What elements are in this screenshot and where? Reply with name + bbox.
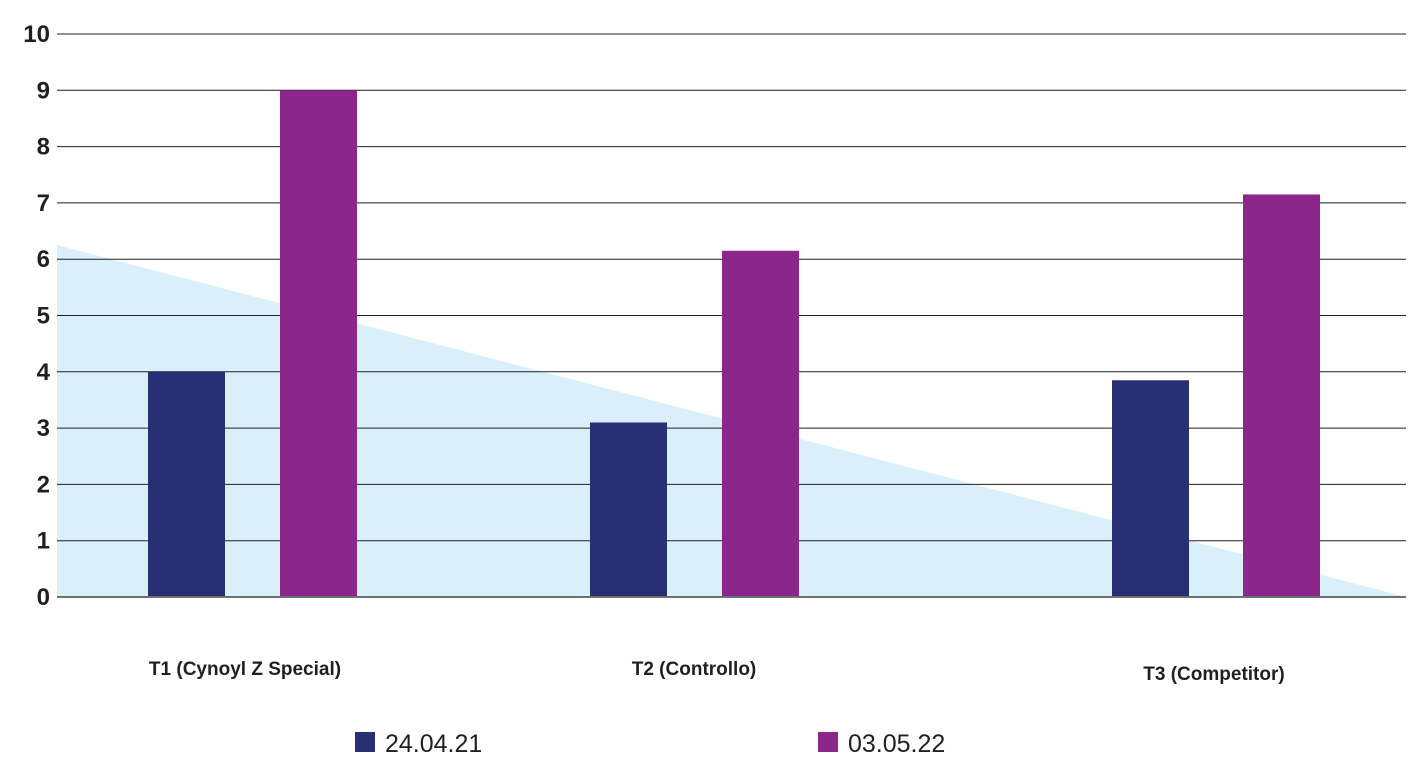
- bar-series2-cat1: [280, 90, 357, 597]
- y-tick-label: 9: [37, 77, 50, 104]
- legend: 24.04.21 03.05.22: [355, 730, 945, 758]
- category-label: T3 (Competitor): [1143, 664, 1284, 685]
- legend-label: 03.05.22: [848, 730, 945, 758]
- category-labels: T1 (Cynoyl Z Special) T2 (Controllo) T3 (C…: [149, 659, 1285, 685]
- y-tick-label: 3: [37, 415, 50, 442]
- category-label: T1 (Cynoyl Z Special): [149, 659, 341, 680]
- y-tick-label: 4: [37, 359, 51, 386]
- y-axis-tick-labels: 0 1 2 3 4 5 6 7 8 9 10: [23, 21, 50, 611]
- bars: [148, 90, 1320, 597]
- y-tick-label: 8: [37, 134, 50, 161]
- y-tick-label: 7: [37, 190, 50, 217]
- bar-series2-cat3: [1243, 194, 1320, 596]
- bar-series1-cat3: [1112, 380, 1189, 596]
- legend-label: 24.04.21: [385, 730, 482, 758]
- legend-swatch: [818, 732, 838, 752]
- y-tick-label: 0: [37, 584, 50, 611]
- bar-series2-cat2: [722, 250, 799, 596]
- y-tick-label: 5: [37, 303, 50, 330]
- y-tick-label: 2: [37, 471, 50, 498]
- bar-series1-cat1: [148, 371, 225, 596]
- y-tick-label: 10: [23, 21, 50, 48]
- y-tick-label: 6: [37, 246, 50, 273]
- legend-swatch: [355, 732, 375, 752]
- bar-series1-cat2: [590, 422, 667, 596]
- category-label: T2 (Controllo): [632, 659, 757, 680]
- y-tick-label: 1: [37, 528, 50, 555]
